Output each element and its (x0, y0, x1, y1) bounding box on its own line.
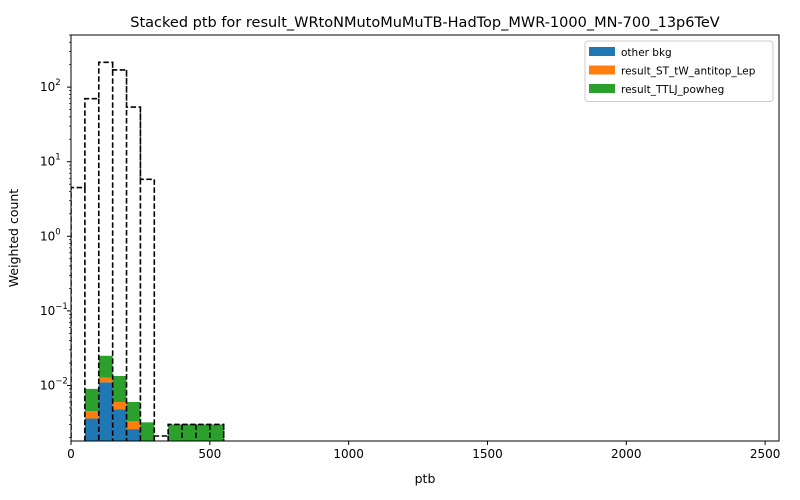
bar-1-1 (98, 377, 113, 383)
bar-2-8 (195, 424, 210, 441)
legend: other bkg result_ST_tW_antitop_Lep result_… (584, 40, 774, 102)
legend-swatch-2 (589, 84, 615, 93)
bar-0-3 (126, 429, 141, 441)
legend-label-1: result_ST_tW_antitop_Lep (621, 66, 756, 78)
bar-2-2 (112, 375, 127, 403)
y-axis-label: Weighted count (6, 189, 21, 288)
legend-box (584, 40, 774, 102)
legend-swatch-0 (589, 47, 615, 56)
bar-2-0 (84, 388, 99, 412)
bar-0-2 (112, 409, 127, 441)
x-tick-label: 1500 (472, 447, 503, 461)
x-axis-label: ptb (415, 471, 436, 486)
bar-0-1 (98, 382, 113, 441)
bar-2-7 (182, 424, 196, 441)
bar-2-3 (126, 402, 141, 422)
bar-1-2 (112, 402, 127, 410)
bar-2-6 (168, 424, 183, 441)
legend-swatch-1 (589, 65, 615, 75)
x-tick-label: 1000 (333, 447, 364, 461)
bar-2-1 (98, 355, 113, 378)
bar-2-9 (209, 424, 224, 441)
x-tick-label: 500 (198, 447, 221, 461)
bar-1-3 (126, 421, 141, 430)
chart-title: Stacked ptb for result_WRtoNMutoMuMuTB-H… (130, 15, 720, 31)
legend-label-0: other bkg (621, 47, 672, 59)
bars-group (71, 61, 225, 441)
signal-step-line (71, 61, 225, 441)
bar-2-4 (140, 422, 155, 441)
x-tick-label: 0 (67, 447, 75, 461)
bar-0-0 (84, 418, 99, 441)
plot-frame (70, 34, 780, 442)
x-tick-label: 2000 (611, 447, 642, 461)
legend-label-2: result_TTLJ_powheg (621, 84, 724, 96)
x-tick-label: 2500 (750, 447, 781, 461)
bar-1-0 (84, 411, 99, 419)
